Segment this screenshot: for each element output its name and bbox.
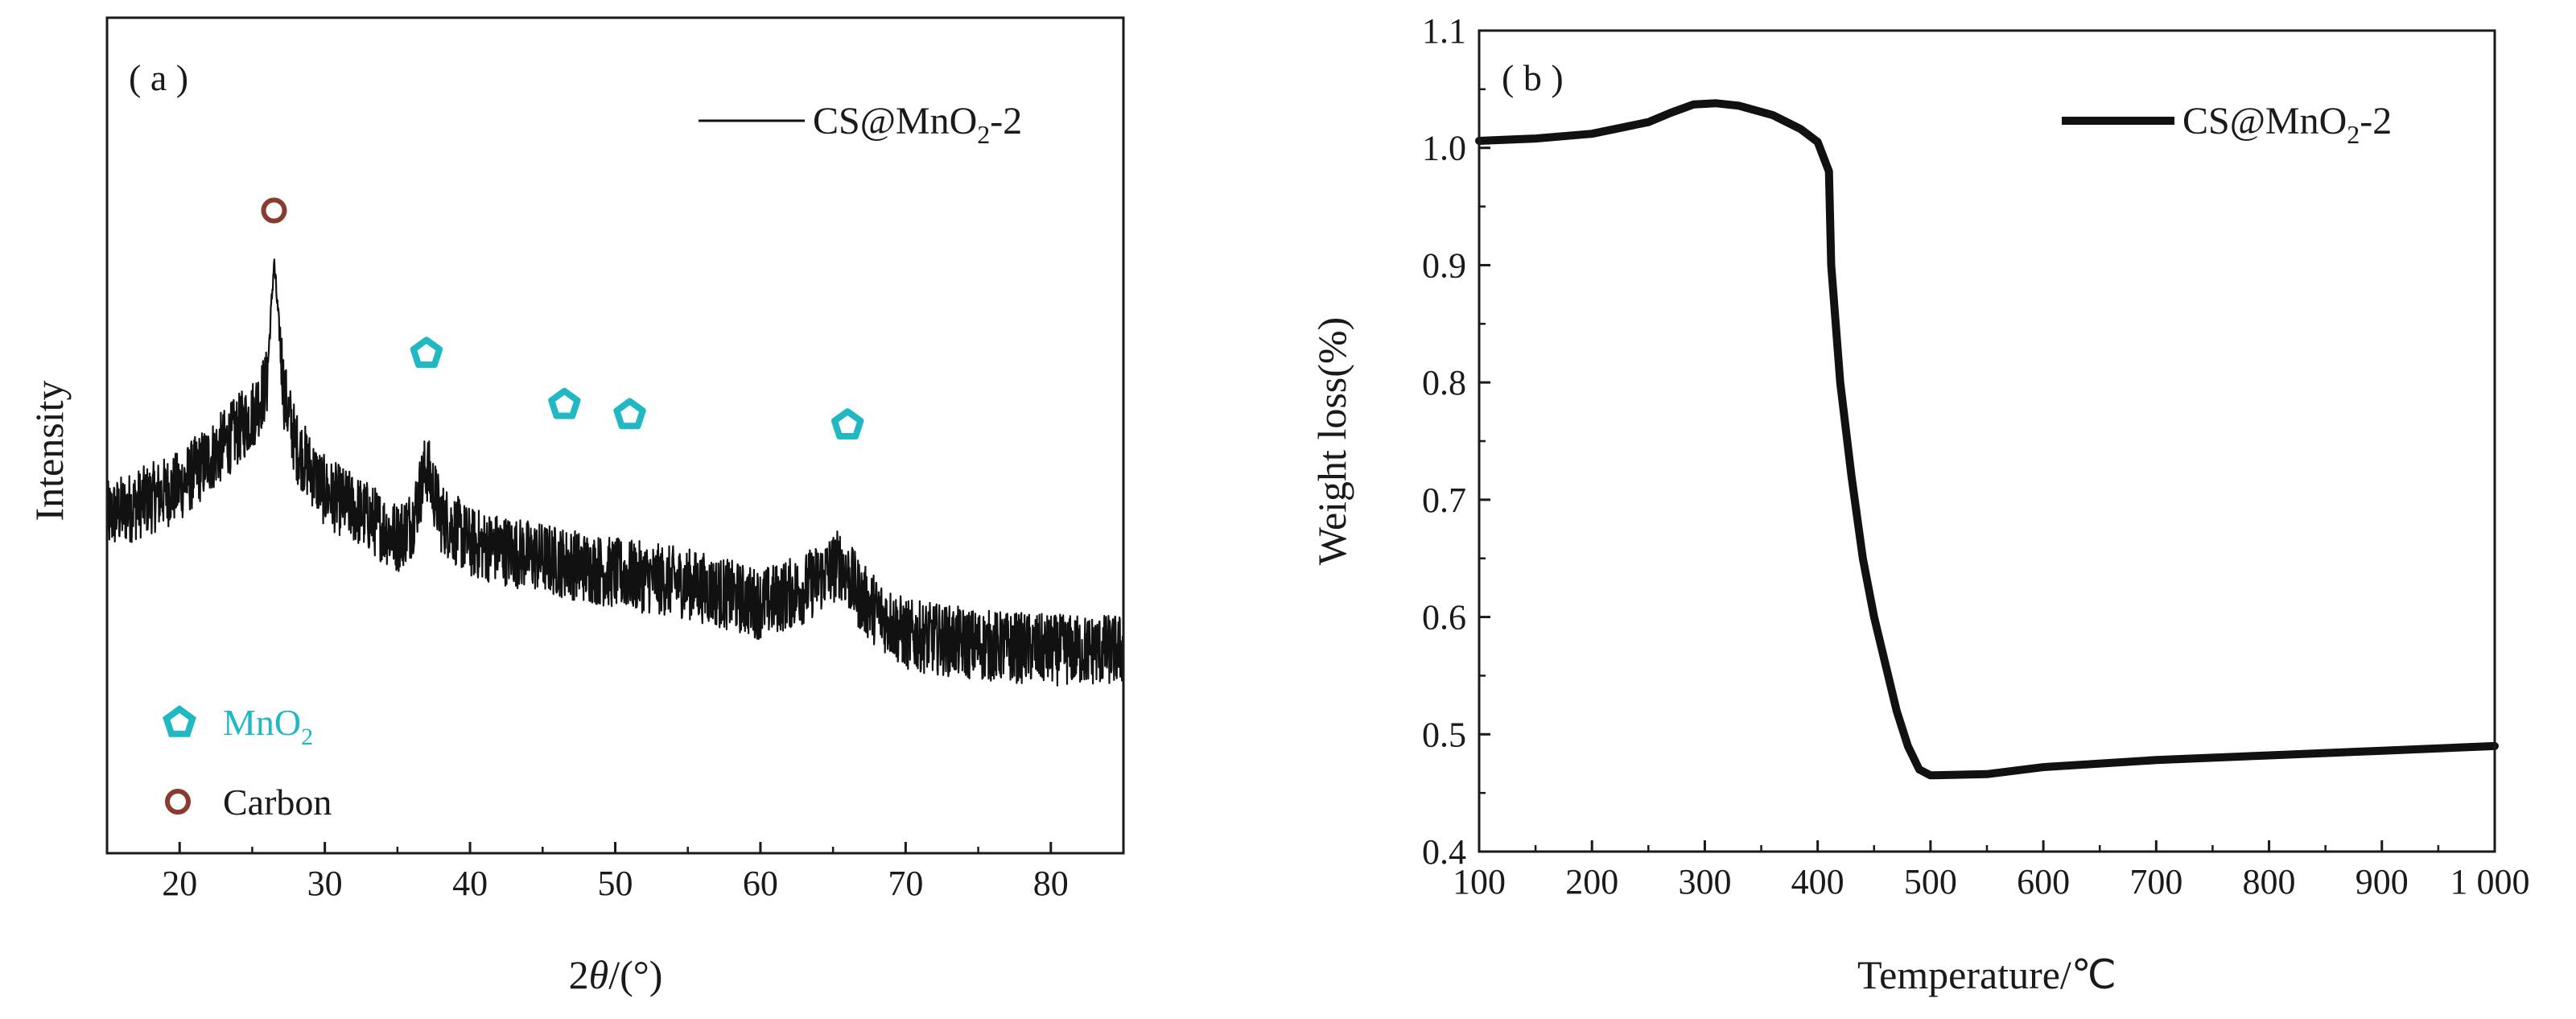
mno2-peak-pentagon-icon	[410, 336, 443, 369]
mno2-legend-label: MnO2	[223, 702, 313, 750]
panel-b-label: ( b )	[1502, 57, 1564, 98]
panel-b-y-tick-label: 0.7	[1422, 481, 1466, 520]
panel-a-x-tick-label: 40	[452, 864, 488, 903]
mno2-peak-pentagon-icon	[548, 387, 581, 419]
panel-a-x-tick-label: 30	[307, 864, 343, 903]
panel-b-x-axis-title: Temperature/℃	[1857, 952, 2116, 997]
panel-a-y-axis-title: Intensity	[27, 381, 72, 522]
panel-b-y-axis-title: Weight loss(%)	[1309, 317, 1354, 565]
panel-b-x-tick-label: 400	[1791, 862, 1844, 901]
panel-b-x-tick-label: 900	[2355, 862, 2409, 901]
panel-b-plot-frame	[1478, 29, 2496, 853]
mno2-peak-pentagon-icon	[831, 408, 864, 439]
panel-a-peak-markers	[261, 197, 864, 439]
panel-b-x-ticks: 100 200 300 400 500 600 700 800 900 1 000	[1453, 840, 2530, 901]
panel-b-x-tick-label: 500	[1904, 862, 1957, 901]
panel-a-legend-label: CS@MnO2-2	[813, 100, 1022, 149]
panel-b-y-tick-label: 0.4	[1422, 832, 1466, 872]
panel-a-xrd-line	[105, 258, 1125, 687]
panel-b-legend: CS@MnO2-2	[2062, 100, 2392, 149]
panel-b-y-tick-label: 0.8	[1422, 363, 1466, 402]
panel-b-x-tick-label: 600	[2017, 862, 2070, 901]
panel-a-x-ticks: 20 30 40 50 60 70 80	[105, 842, 1125, 903]
mno2-peak-pentagon-icon	[613, 398, 646, 430]
panel-b-x-tick-label: 300	[1678, 862, 1731, 901]
panel-b-y-tick-label: 1.1	[1422, 11, 1466, 51]
carbon-peak-circle-icon	[261, 197, 287, 224]
panel-b-x-tick-label: 1 000	[2450, 862, 2530, 901]
panel-b-y-tick-label: 0.6	[1422, 598, 1466, 637]
panel-b-y-tick-label: 0.9	[1422, 245, 1466, 285]
panel-b-x-tick-label: 100	[1453, 862, 1506, 901]
panel-a-label: ( a )	[129, 57, 188, 98]
carbon-legend-label: Carbon	[223, 782, 332, 823]
panel-a-phase-legend: MnO2 Carbon	[163, 702, 332, 823]
panel-b-series-group	[1475, 99, 2499, 780]
panel-b-x-tick-label: 800	[2243, 862, 2296, 901]
panel-b-legend-label: CS@MnO2-2	[2182, 100, 2392, 149]
panel-a-x-tick-label: 60	[743, 864, 778, 903]
panel-b-tga-line	[1475, 99, 2499, 780]
panel-b-y-tick-label: 1.0	[1422, 129, 1466, 168]
panel-a-x-tick-label: 80	[1033, 864, 1069, 903]
panel-b-x-tick-label: 700	[2129, 862, 2182, 901]
panel-b-y-tick-label: 0.5	[1422, 715, 1466, 754]
panel-b-tga-chart: 100 200 300 400 500 600 700 800 900 1 000 0.40.50…	[1309, 11, 2530, 997]
panel-a-series-group	[105, 258, 1125, 687]
panel-a-x-tick-label: 50	[598, 864, 633, 903]
panel-b-x-tick-label: 200	[1565, 862, 1618, 901]
panel-a-x-tick-label: 20	[162, 864, 197, 903]
panel-a-x-axis-title: 2θ/(°)	[569, 952, 663, 997]
mno2-legend-pentagon-icon	[163, 705, 196, 737]
panel-a-x-tick-label: 70	[888, 864, 923, 903]
panel-b-y-ticks: 0.4 0.5 0.6 0.7 0.8 0.9 1.0 1.1	[1422, 11, 1490, 872]
panel-a-xrd-chart: 20 30 40 50 60 70 80 ( a ) CS@MnO2-2 MnO2 Carb…	[27, 16, 1125, 997]
panel-a-legend: CS@MnO2-2	[699, 100, 1022, 149]
carbon-legend-circle-icon	[165, 789, 191, 815]
